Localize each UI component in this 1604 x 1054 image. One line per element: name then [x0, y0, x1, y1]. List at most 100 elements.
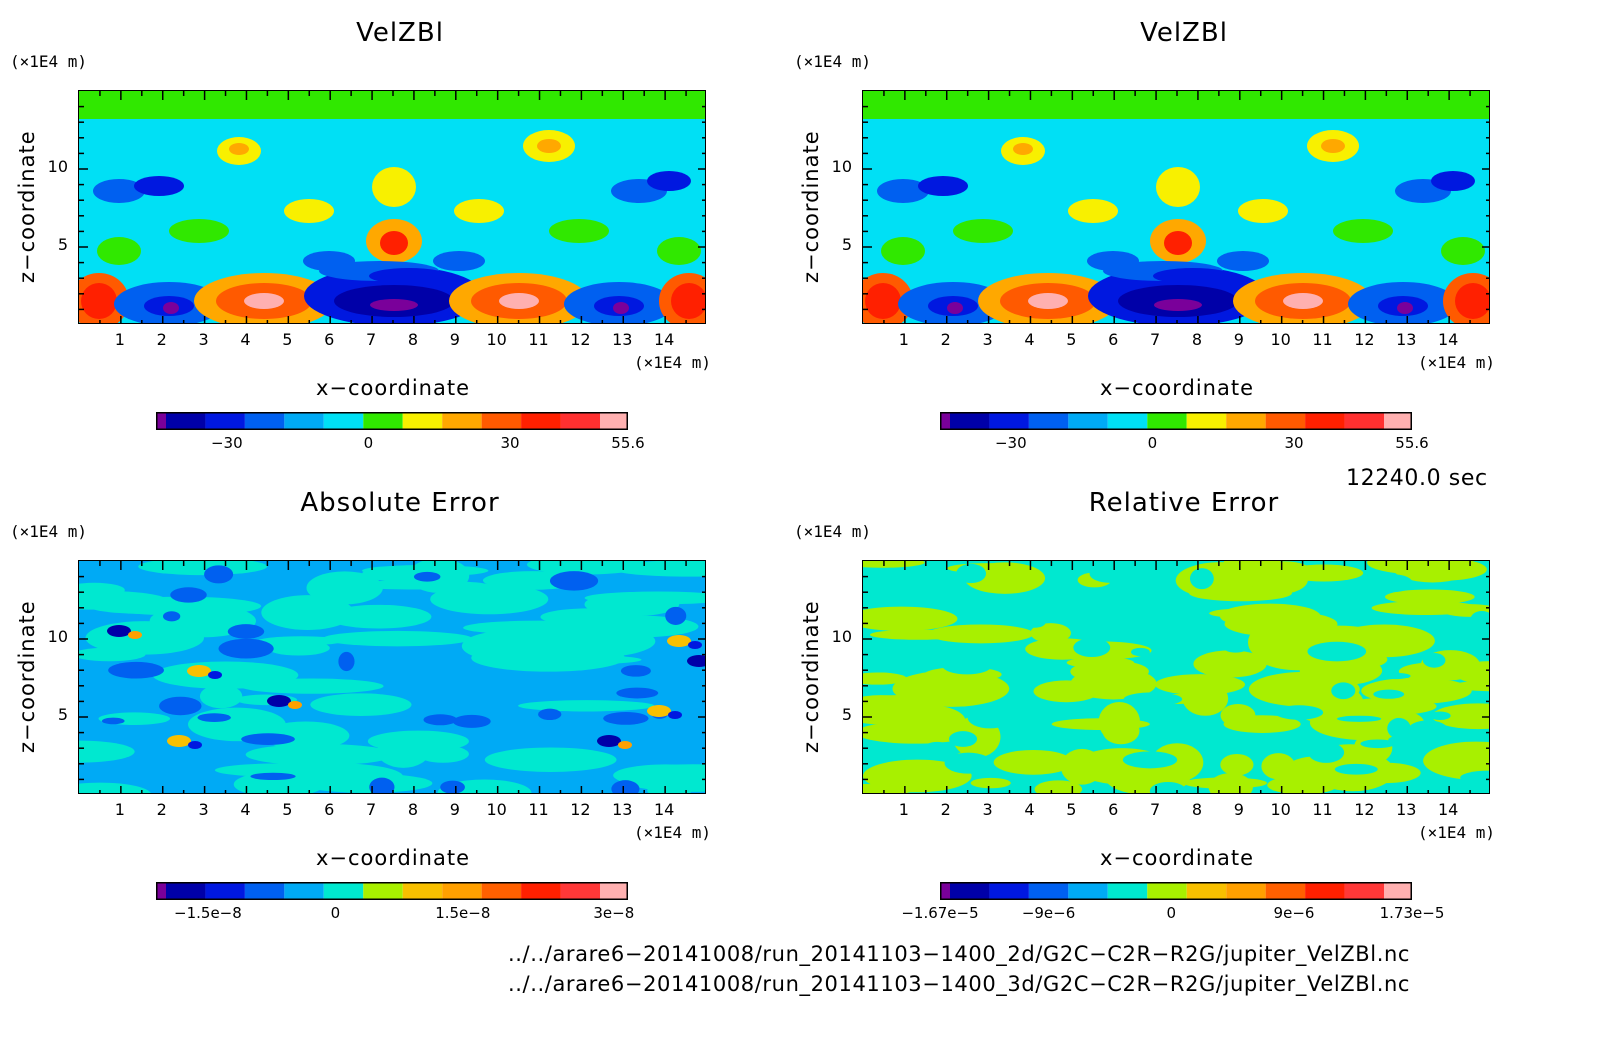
colorbar-tick-label: −1.67e−5 — [901, 904, 979, 922]
colorbar-swatch — [402, 882, 443, 900]
colorbar-swatch — [950, 412, 990, 430]
colorbar-swatch — [1384, 412, 1412, 430]
colorbar-swatch — [1344, 882, 1384, 900]
x-tick-label: 6 — [1108, 330, 1119, 349]
colorbar-swatch — [1028, 882, 1069, 900]
tick-marks — [79, 91, 705, 323]
x-tick-label: 6 — [324, 800, 335, 819]
y-axis-label: z−coordinate — [799, 600, 823, 753]
y-tick-label: 5 — [841, 705, 852, 724]
x-tick-label: 12 — [570, 330, 591, 349]
colorbar-swatch — [442, 412, 482, 430]
colorbar-tick-label: 3e−8 — [593, 904, 635, 922]
colorbar-swatch — [521, 882, 561, 900]
colorbar-swatch — [205, 412, 245, 430]
colorbar — [940, 412, 1412, 430]
colorbar-swatch — [1265, 412, 1306, 430]
y-tick-label: 10 — [831, 627, 852, 646]
x-tick-label: 8 — [1191, 330, 1203, 349]
x-tick-label: 2 — [940, 330, 951, 349]
y-unit-label: (×1E4 m) — [10, 52, 88, 71]
colorbar-tick-label: 30 — [500, 434, 520, 452]
plot-area — [862, 90, 1490, 324]
x-tick-label: 3 — [198, 800, 209, 819]
y-tick-label: 5 — [841, 235, 852, 254]
x-tick-label: 10 — [1270, 800, 1291, 819]
colorbar-tick-label: 55.6 — [611, 434, 645, 452]
colorbar-swatch — [989, 412, 1029, 430]
colorbar-swatch — [156, 412, 166, 430]
colorbar-swatch — [1384, 882, 1412, 900]
colorbar-tick-label: 9e−6 — [1273, 904, 1315, 922]
tick-marks — [863, 561, 1489, 793]
x-tick-label: 4 — [240, 800, 251, 819]
colorbar-swatch — [940, 412, 950, 430]
colorbar-swatch — [521, 412, 561, 430]
plot-area — [78, 90, 706, 324]
y-axis-label: z−coordinate — [799, 130, 823, 283]
colorbar-swatch — [284, 412, 324, 430]
colorbar-swatch — [950, 882, 990, 900]
x-axis-label: x−coordinate — [315, 846, 471, 870]
x-tick-label: 11 — [1312, 330, 1333, 349]
x-tick-label: 9 — [1233, 800, 1244, 819]
y-tick-label: 5 — [57, 705, 68, 724]
x-tick-label: 5 — [282, 330, 293, 349]
contour-field — [863, 561, 1489, 793]
colorbar-swatch — [1107, 412, 1148, 430]
colorbar-swatch — [166, 412, 206, 430]
colorbar-tick-label: 1.5e−8 — [435, 904, 491, 922]
contour-field — [863, 91, 1489, 323]
y-axis-label: z−coordinate — [15, 130, 39, 283]
colorbar-swatch — [1068, 412, 1108, 430]
colorbar-swatch — [442, 882, 482, 900]
x-tick-label: 11 — [528, 800, 549, 819]
x-tick-label: 9 — [1233, 330, 1244, 349]
x-tick-label: 14 — [653, 330, 675, 349]
x-tick-label: 6 — [1108, 800, 1119, 819]
x-tick-label: 7 — [365, 800, 377, 819]
y-axis-label: z−coordinate — [15, 600, 39, 753]
colorbar-swatch — [600, 882, 628, 900]
colorbar-swatch — [1186, 882, 1227, 900]
colorbar-swatch — [323, 412, 364, 430]
y-tick-label: 10 — [47, 157, 68, 176]
colorbar-swatch — [1147, 882, 1187, 900]
plot-area — [78, 560, 706, 794]
colorbar-tick-label: −30 — [210, 434, 243, 452]
colorbar-swatch — [1226, 412, 1266, 430]
absolute-error-panel: Absolute Error (×1E4 m) (×1E4 m) x−coordina… — [0, 470, 790, 940]
x-tick-label: 13 — [1396, 330, 1417, 349]
x-tick-label: 10 — [486, 330, 507, 349]
colorbar-swatch — [1305, 412, 1345, 430]
x-tick-label: 4 — [1024, 330, 1035, 349]
colorbar-swatch — [940, 882, 950, 900]
x-unit-label: (×1E4 m) — [1418, 353, 1496, 372]
x-unit-label: (×1E4 m) — [1418, 823, 1496, 842]
contour-field — [79, 91, 705, 323]
colorbar-tick-label: −30 — [994, 434, 1027, 452]
heatmap-svg — [79, 91, 705, 323]
x-unit-label: (×1E4 m) — [634, 353, 712, 372]
x-tick-label: 10 — [1270, 330, 1291, 349]
file-path-3d: ../../arare6−20141008/run_20141103−1400_… — [508, 972, 1411, 996]
colorbar-swatch — [1147, 412, 1187, 430]
colorbar-swatch — [560, 412, 600, 430]
colorbar-swatch — [989, 882, 1029, 900]
colorbar-swatch — [1265, 882, 1306, 900]
colorbar-tick-label: 1.73e−5 — [1379, 904, 1445, 922]
x-tick-label: 3 — [198, 330, 209, 349]
x-tick-label: 2 — [156, 330, 167, 349]
time-label: 12240.0 sec — [1346, 466, 1488, 491]
y-tick-label: 5 — [57, 235, 68, 254]
x-tick-label: 13 — [1396, 800, 1417, 819]
colorbar-swatch — [166, 882, 206, 900]
x-axis-label: x−coordinate — [1099, 846, 1255, 870]
colorbar-swatch — [284, 882, 324, 900]
velzbl-panel-right: VelZBl (×1E4 m) (×1E4 m) x−coordinate z−coor… — [784, 0, 1574, 470]
y-unit-label: (×1E4 m) — [10, 522, 88, 541]
y-unit-label: (×1E4 m) — [794, 522, 872, 541]
heatmap-svg — [863, 91, 1489, 323]
colorbar-swatch — [363, 882, 403, 900]
panel-title: Relative Error — [1088, 488, 1280, 518]
